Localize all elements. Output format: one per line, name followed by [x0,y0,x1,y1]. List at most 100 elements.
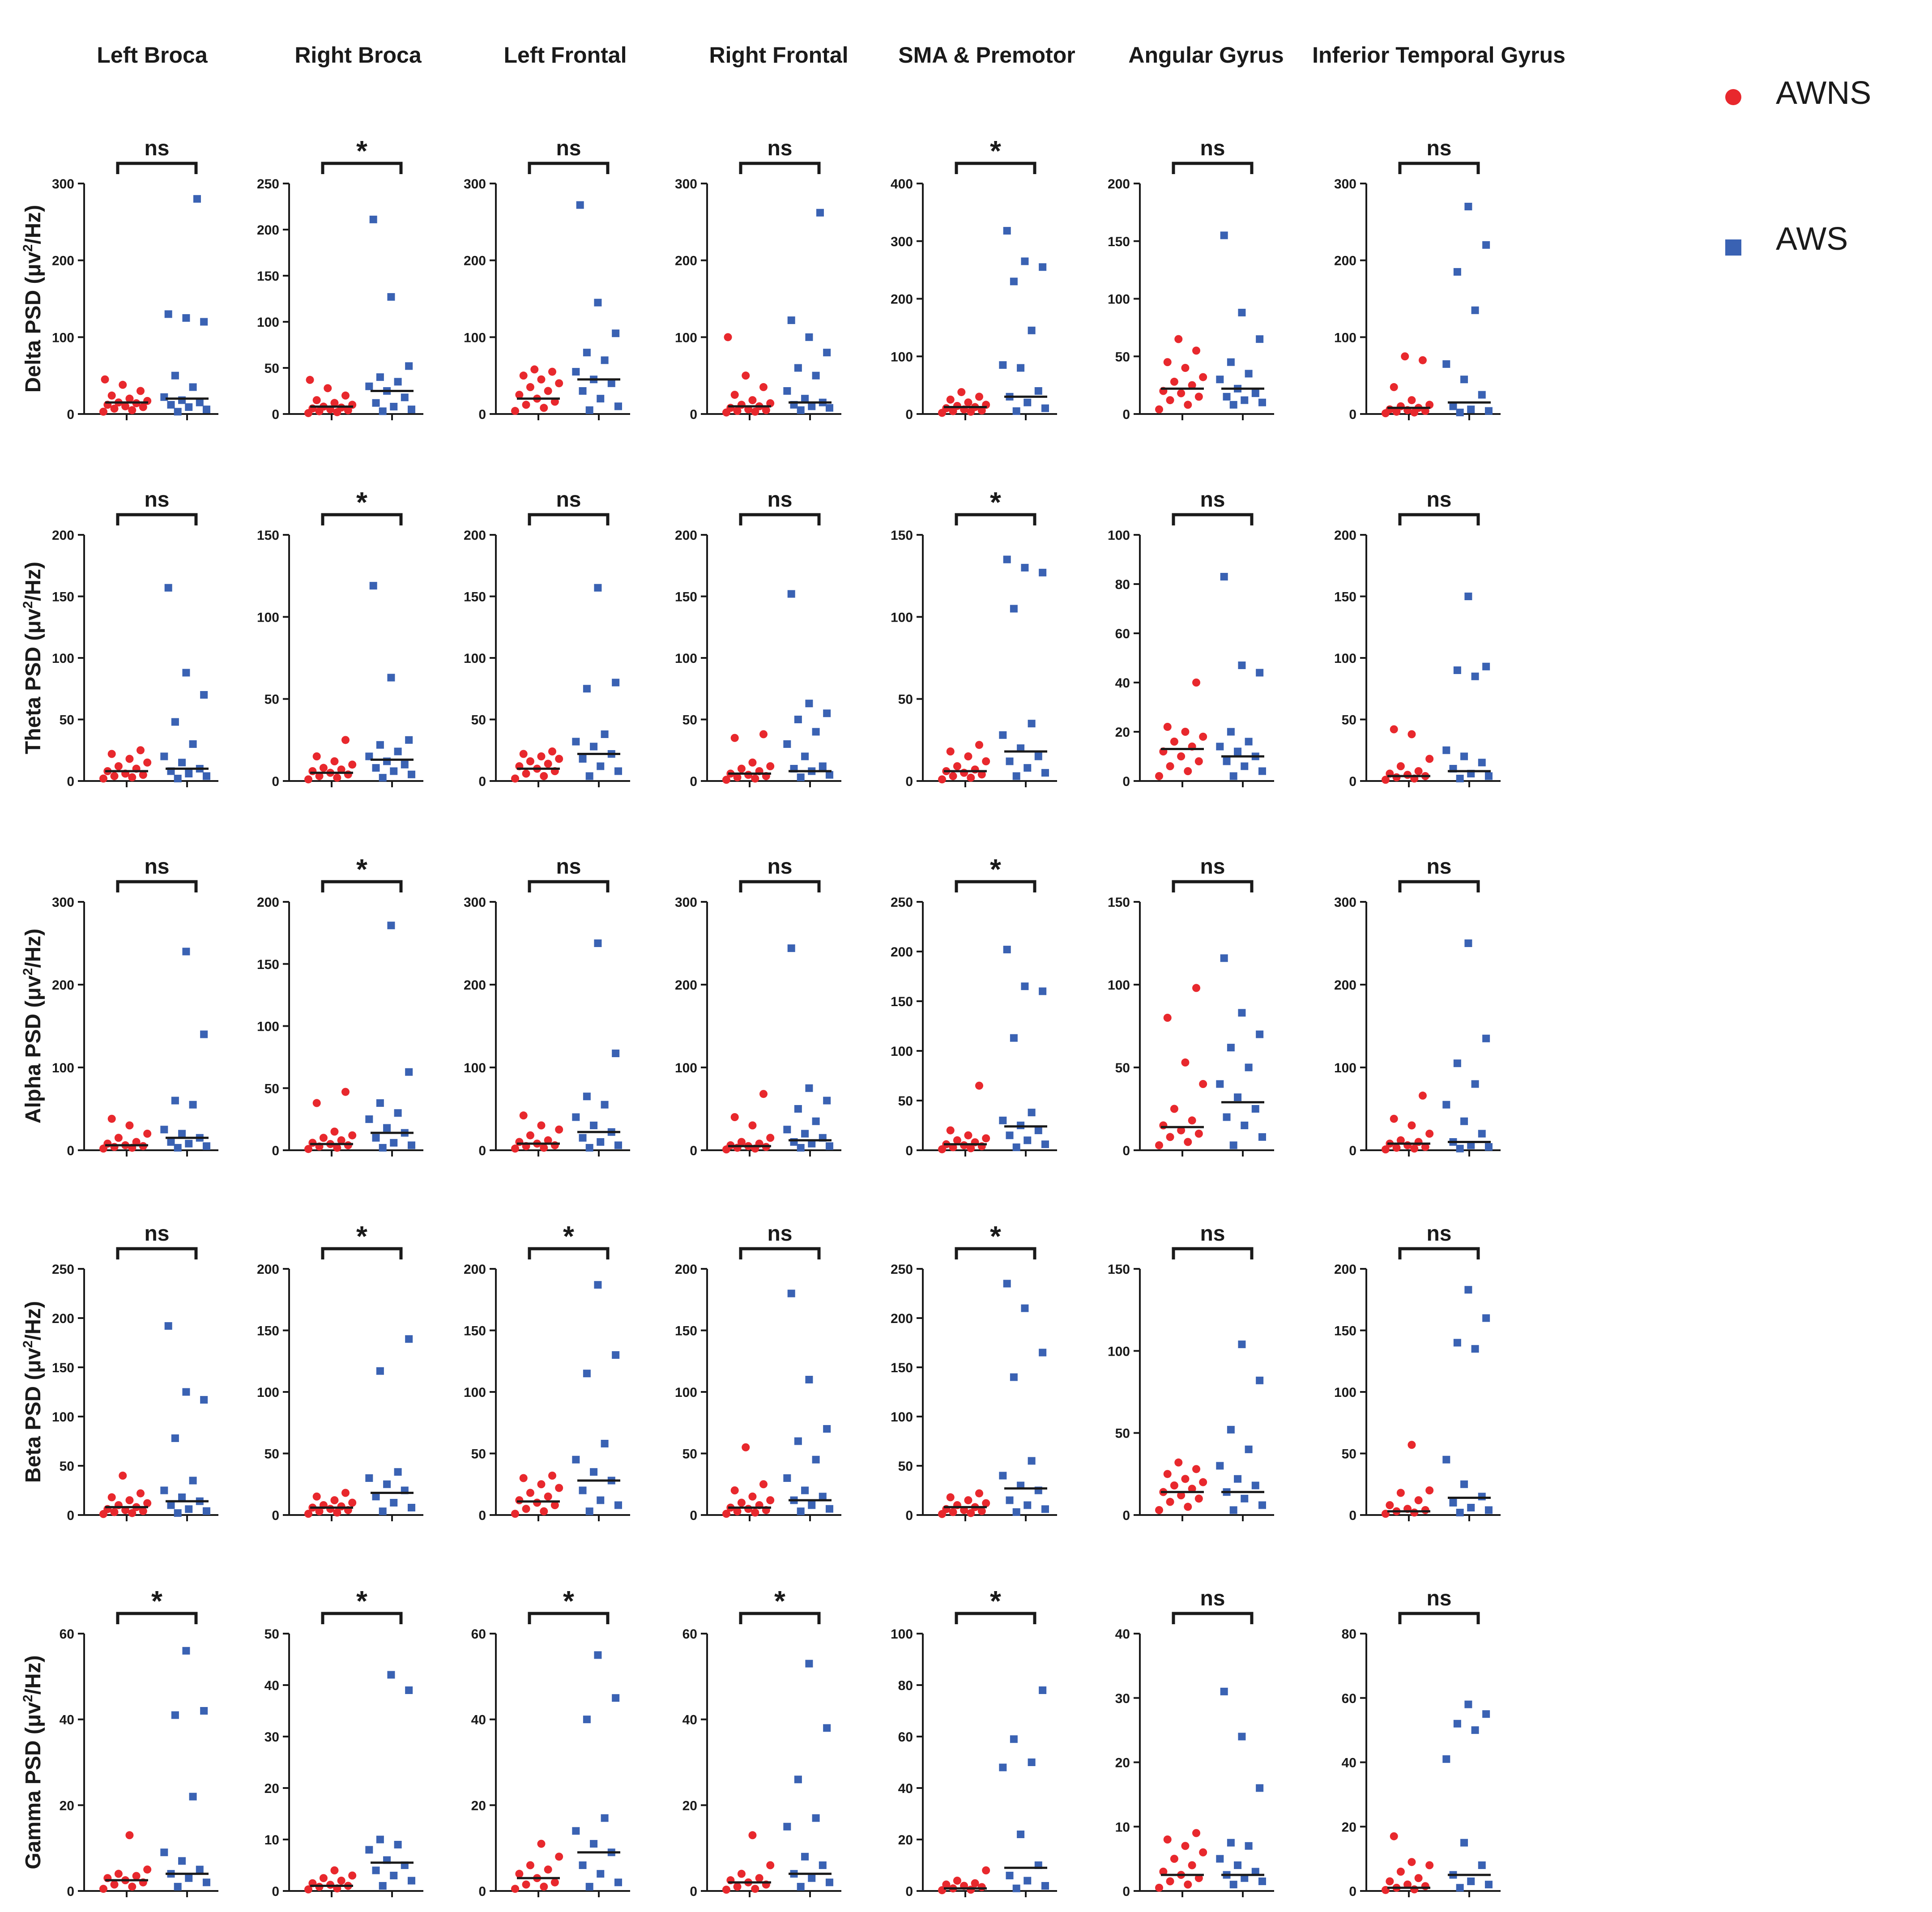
significance-bracket [1398,513,1480,525]
y-tick-label: 100 [257,610,279,625]
awns-point [337,1136,345,1144]
aws-point [1251,1481,1259,1489]
significance-label: * [356,853,367,885]
aws-point [1006,1131,1014,1140]
aws-point [808,402,816,410]
awns-point [1181,1475,1190,1483]
aws-point [1484,772,1493,780]
aws-point [1227,1839,1235,1847]
awns-point [330,1496,339,1504]
panel-theta-right-broca: 0 50 100 150 * [257,486,423,789]
y-tick-label: 150 [891,1361,913,1375]
y-tick-label: 50 [471,713,486,728]
awns-point [315,772,324,780]
aws-point [1245,1445,1253,1453]
aws-point [164,584,172,592]
aws-point [999,1763,1007,1771]
y-tick-label: 20 [471,1798,486,1813]
aws-point [1012,1143,1020,1151]
aws-point [1223,1113,1231,1121]
panel-theta-sma-premotor: 0 50 100 150 * [891,486,1057,789]
awns-point [748,1121,757,1130]
aws-point [1456,775,1464,782]
significance-bracket [955,513,1036,525]
y-tick-label: 150 [1108,895,1130,910]
aws-point [1456,1509,1464,1516]
awns-point [1181,1058,1190,1067]
aws-point [1241,762,1249,770]
aws-point [1471,306,1479,314]
awns-point [555,1125,563,1134]
awns-point [1392,773,1401,781]
awns-point [526,757,534,765]
y-tick-label: 300 [675,895,697,910]
awns-point [949,1508,957,1516]
aws-point [376,1099,384,1107]
y-tick-label: 0 [690,1884,697,1899]
aws-point [200,1396,208,1404]
aws-point [189,383,197,391]
aws-point [1471,1080,1479,1088]
awns-point [1199,1080,1207,1088]
significance-bracket [955,1247,1036,1259]
aws-point [185,1874,193,1882]
y-tick-label: 100 [1334,651,1356,666]
aws-point [812,1455,820,1464]
aws-point [379,774,387,782]
panel-delta-left-broca: 0 100 200 300 ns [52,137,218,422]
significance-bracket [955,1612,1036,1624]
aws-point [193,195,201,203]
y-tick-label: 50 [264,1447,279,1462]
aws-point [1453,1059,1461,1067]
y-axis-label-delta: Delta PSD (μv2/Hz) [21,205,45,393]
awns-point [942,404,951,413]
awns-point [1170,738,1178,746]
awns-point [1401,352,1409,361]
aws-point [1256,1376,1264,1384]
awns-point [1184,1502,1192,1511]
awns-point [128,406,136,414]
y-tick-label: 20 [898,1833,913,1848]
awns-point [953,762,961,770]
awns-point [1199,1478,1207,1486]
awns-point [319,1874,328,1882]
aws-point [579,1861,587,1869]
panel-beta-angular-gyrus: 0 50 100 150 ns [1108,1222,1274,1523]
awns-point [730,391,739,399]
aws-point [572,1113,580,1121]
y-tick-label: 100 [1108,978,1130,993]
y-tick-label: 0 [1122,1884,1130,1899]
y-tick-label: 0 [478,1884,486,1899]
significance-bracket [1172,513,1254,525]
significance-bracket [1172,1612,1254,1624]
y-tick-label: 50 [60,713,74,728]
aws-point [583,1093,591,1101]
aws-point [1245,738,1253,746]
y-tick-label: 150 [257,269,279,284]
awns-point [511,1885,519,1893]
aws-point [1229,1881,1237,1889]
y-tick-label: 0 [1122,1508,1130,1523]
aws-point [1021,982,1029,990]
significance-label: ns [144,137,169,160]
awns-point [304,775,312,784]
aws-point [1227,728,1235,736]
aws-point [174,775,182,782]
awns-point [1192,346,1200,355]
aws-point [1456,1884,1464,1892]
y-tick-label: 40 [682,1713,697,1728]
y-axis-label-superscript: 2 [21,1340,35,1348]
awns-point [946,1126,955,1135]
y-tick-label: 50 [682,713,697,728]
aws-point [1238,1733,1246,1741]
aws-point [202,1142,210,1150]
aws-point [394,1109,402,1117]
awns-point [766,762,775,770]
y-tick-label: 200 [1108,177,1130,192]
awns-point [341,1088,350,1096]
aws-point [572,368,580,376]
awns-point [304,1510,312,1518]
awns-point [722,1510,730,1518]
y-tick-label: 100 [1108,1344,1130,1359]
aws-point [601,1814,609,1822]
